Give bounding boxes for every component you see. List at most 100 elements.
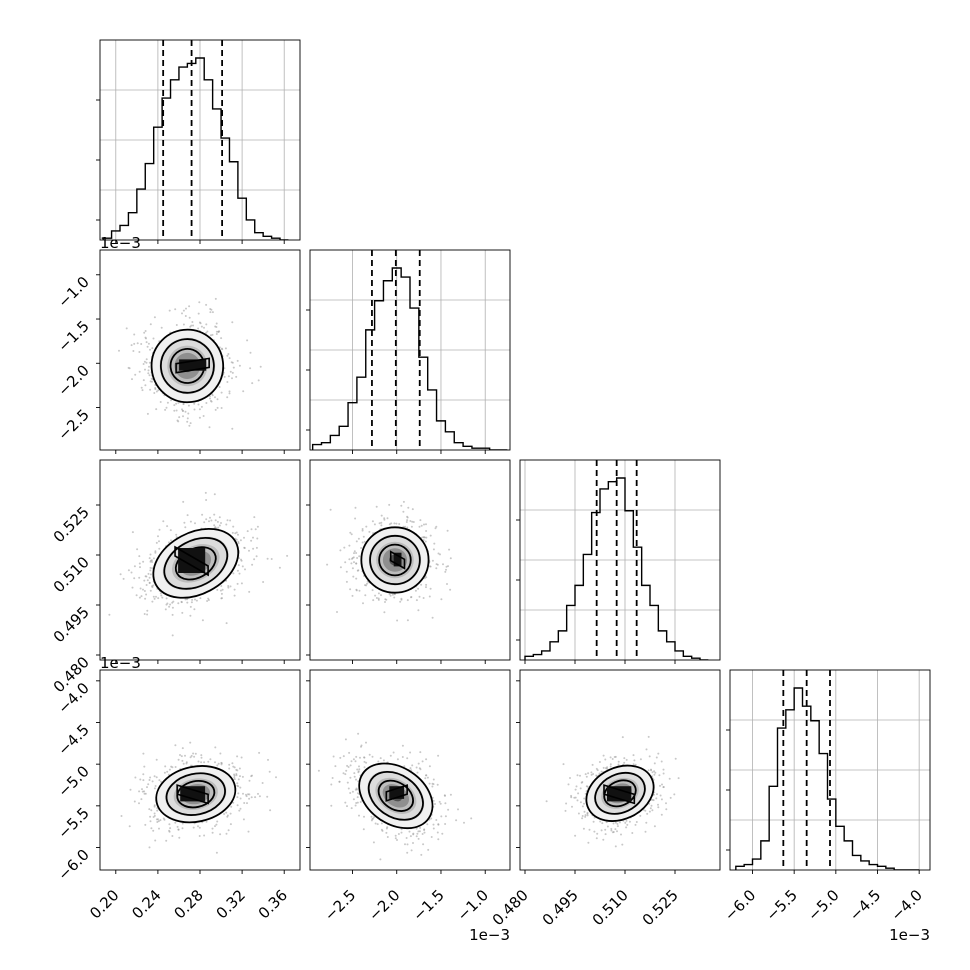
sample-point <box>147 342 150 345</box>
sample-point <box>171 634 174 637</box>
sample-point <box>350 533 353 536</box>
sample-point <box>349 776 352 779</box>
sample-point <box>147 369 150 372</box>
y-tick-label: 0.510 <box>50 553 93 596</box>
sample-point <box>220 592 223 595</box>
sample-point <box>186 420 189 423</box>
sample-point <box>215 823 218 826</box>
sample-point <box>131 378 133 381</box>
sample-point <box>278 566 281 569</box>
contour-line <box>360 526 430 594</box>
sample-point <box>149 573 152 576</box>
sample-point <box>374 822 377 825</box>
sample-point <box>149 820 152 823</box>
sample-point <box>188 316 191 319</box>
y-tick-label: −5.0 <box>54 762 92 800</box>
sample-point <box>181 759 184 762</box>
sample-point <box>427 848 430 851</box>
sample-point <box>248 779 251 782</box>
sample-point <box>142 560 145 563</box>
contour-line <box>163 536 229 590</box>
sample-point <box>249 367 252 370</box>
sample-point <box>197 312 200 315</box>
sample-point <box>426 776 429 779</box>
sample-point <box>400 831 403 834</box>
sample-point <box>421 833 424 835</box>
sample-point <box>423 536 425 539</box>
sample-point <box>577 812 580 815</box>
sample-point <box>233 588 236 591</box>
sample-point <box>153 597 156 600</box>
sample-point <box>148 374 151 377</box>
sample-point <box>444 823 447 825</box>
sample-point <box>149 566 152 569</box>
sample-point <box>215 330 218 333</box>
sample-point <box>654 771 657 774</box>
sample-point <box>409 520 412 522</box>
sample-point <box>614 821 617 824</box>
sample-point <box>175 533 178 536</box>
sample-point <box>366 582 368 585</box>
sample-point <box>428 782 431 785</box>
sample-point <box>644 809 647 812</box>
sample-point <box>211 394 214 397</box>
sample-point <box>344 738 347 741</box>
sample-point <box>604 833 607 836</box>
sample-point <box>144 336 147 339</box>
y-tick-label: −1.5 <box>54 317 92 355</box>
sample-point <box>184 754 186 757</box>
sample-point <box>380 524 383 527</box>
sample-point <box>199 597 202 600</box>
sample-point <box>402 500 405 503</box>
sample-point <box>215 322 218 325</box>
sample-point <box>363 756 366 759</box>
sample-point <box>437 552 440 555</box>
sample-point <box>346 764 349 767</box>
x-tick-label: −1.0 <box>454 886 492 924</box>
sample-point <box>187 404 190 407</box>
sample-point <box>415 827 418 830</box>
sample-point <box>205 499 208 501</box>
y-exponent-label: 1e−3 <box>100 654 141 672</box>
sample-point <box>354 804 357 807</box>
sample-point <box>406 843 409 846</box>
density-panel-1-2 <box>326 500 452 622</box>
sample-point <box>149 348 151 351</box>
sample-point <box>243 536 245 539</box>
sample-point <box>134 373 137 376</box>
sample-point <box>411 520 414 523</box>
sample-point <box>425 586 427 589</box>
sample-point <box>400 504 403 507</box>
sample-point <box>470 817 473 820</box>
sample-point <box>239 539 242 542</box>
sample-point <box>632 754 635 757</box>
sample-point <box>396 758 399 761</box>
sample-point <box>233 778 236 781</box>
sample-point <box>150 827 153 830</box>
sample-point <box>611 831 614 834</box>
sample-point <box>644 830 647 833</box>
sample-point <box>132 350 135 352</box>
sample-point <box>625 819 628 822</box>
sample-point <box>433 542 436 545</box>
sample-point <box>143 360 146 363</box>
sample-point <box>228 767 231 770</box>
sample-point <box>190 754 193 757</box>
sample-point <box>601 822 604 825</box>
sample-point <box>248 793 251 796</box>
sample-point <box>347 766 350 768</box>
sample-point <box>197 403 200 406</box>
sample-point <box>239 775 241 778</box>
x-tick-label: 0.28 <box>170 886 206 922</box>
density-panel-0-3 <box>120 741 277 854</box>
sample-point <box>651 809 654 812</box>
sample-point <box>140 386 143 389</box>
sample-point <box>227 585 230 587</box>
sample-point <box>200 754 203 757</box>
sample-point <box>154 785 157 787</box>
sample-point <box>614 845 617 848</box>
sample-point <box>240 582 243 585</box>
sample-point <box>621 843 624 846</box>
sample-point <box>151 380 153 383</box>
sample-point <box>669 796 672 799</box>
